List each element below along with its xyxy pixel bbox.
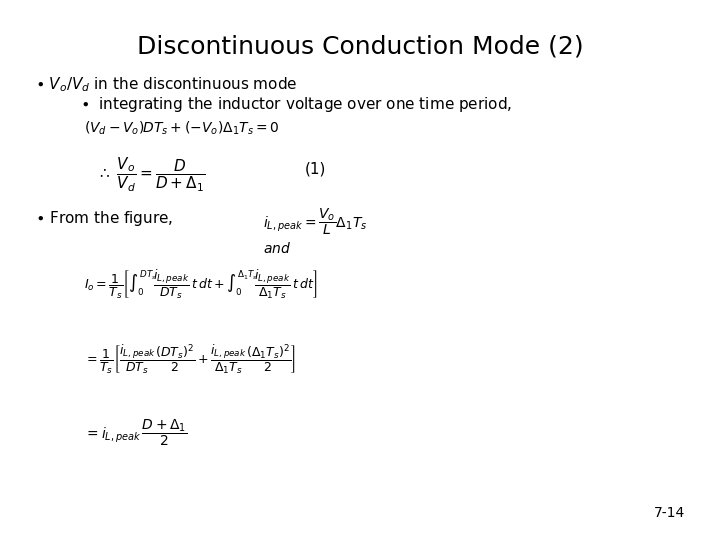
Text: $i_{L,peak} = \dfrac{V_o}{L}\Delta_1 T_s$: $i_{L,peak} = \dfrac{V_o}{L}\Delta_1 T_s…: [264, 207, 368, 238]
Text: $\quad\bullet$ integrating the inductor voltage over one time period,: $\quad\bullet$ integrating the inductor …: [63, 95, 512, 114]
Text: Discontinuous Conduction Mode (2): Discontinuous Conduction Mode (2): [137, 34, 583, 58]
Text: (1): (1): [305, 161, 326, 176]
Text: $\bullet\;V_o/V_d$ in the discontinuous mode: $\bullet\;V_o/V_d$ in the discontinuous …: [35, 76, 297, 94]
Text: $= i_{L,peak}\,\dfrac{D + \Delta_1}{2}$: $= i_{L,peak}\,\dfrac{D + \Delta_1}{2}$: [84, 418, 187, 449]
Text: 7-14: 7-14: [654, 506, 685, 520]
Text: $= \dfrac{1}{T_s}\left[\dfrac{i_{L,peak}}{DT_s}\dfrac{(DT_s)^2}{2} + \dfrac{i_{L: $= \dfrac{1}{T_s}\left[\dfrac{i_{L,peak}…: [84, 342, 295, 376]
Text: $(V_d - V_o)DT_s + (-V_o)\Delta_1 T_s = 0$: $(V_d - V_o)DT_s + (-V_o)\Delta_1 T_s = …: [84, 120, 279, 137]
Text: $I_o = \dfrac{1}{T_s}\left[\int_0^{DT_s}\! \dfrac{i_{L,peak}}{DT_s}\, t\, dt + \: $I_o = \dfrac{1}{T_s}\left[\int_0^{DT_s}…: [84, 267, 317, 301]
Text: $\bullet$ From the figure,: $\bullet$ From the figure,: [35, 209, 174, 228]
Text: $and$: $and$: [264, 241, 292, 256]
Text: $\therefore\; \dfrac{V_o}{V_d} = \dfrac{D}{D + \Delta_1}$: $\therefore\; \dfrac{V_o}{V_d} = \dfrac{…: [97, 156, 206, 194]
